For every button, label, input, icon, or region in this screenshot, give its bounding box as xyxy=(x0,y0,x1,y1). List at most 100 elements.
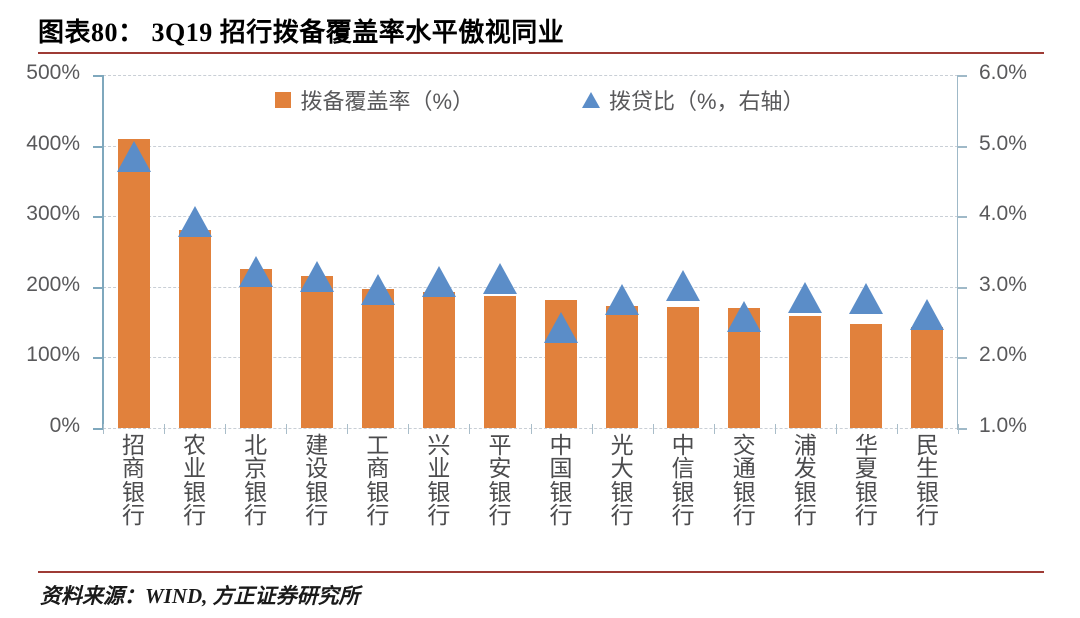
x-axis-label: 农业银行 xyxy=(183,432,207,529)
x-axis-label: 建设银行 xyxy=(305,432,329,529)
x-axis-separator xyxy=(164,424,166,434)
x-axis-separator xyxy=(408,424,410,434)
chart-column[interactable] xyxy=(347,75,408,428)
y-tick-left xyxy=(93,75,103,77)
x-axis-label: 浦发银行 xyxy=(793,432,817,529)
x-axis-label: 民生银行 xyxy=(915,432,939,529)
chart-column[interactable] xyxy=(653,75,714,428)
header-divider xyxy=(38,52,1044,54)
x-axis-separator xyxy=(896,424,898,434)
marker-provision-loan-ratio[interactable] xyxy=(482,263,517,295)
y-tick-left xyxy=(93,216,103,219)
x-axis-label: 中信银行 xyxy=(671,432,695,529)
x-axis-label: 招商银行 xyxy=(122,432,146,529)
marker-provision-loan-ratio[interactable] xyxy=(177,206,212,238)
chart-column[interactable] xyxy=(775,75,836,428)
bar-coverage-ratio[interactable] xyxy=(300,275,333,428)
marker-provision-loan-ratio[interactable] xyxy=(727,301,762,333)
marker-provision-loan-ratio[interactable] xyxy=(544,312,579,344)
bar-coverage-ratio[interactable] xyxy=(606,305,639,428)
marker-provision-loan-ratio[interactable] xyxy=(238,256,273,288)
marker-provision-loan-ratio[interactable] xyxy=(360,273,395,305)
bar-coverage-ratio[interactable] xyxy=(911,327,944,428)
y-tick-label-left: 200% xyxy=(26,272,80,296)
legend-label-coverage-ratio: 拨备覆盖率（%） xyxy=(300,89,474,114)
chart-series xyxy=(103,75,958,428)
x-axis-label: 交通银行 xyxy=(732,432,756,529)
bar-coverage-ratio[interactable] xyxy=(239,269,272,428)
chart-column[interactable] xyxy=(408,75,469,428)
gridline xyxy=(103,216,958,218)
chart-column[interactable] xyxy=(836,75,897,428)
y-tick-right xyxy=(957,357,967,360)
x-axis-separator xyxy=(286,424,288,434)
legend-item-coverage-ratio[interactable]: 拨备覆盖率（%） xyxy=(275,84,474,116)
chart-column[interactable] xyxy=(897,75,958,428)
x-axis-separator xyxy=(347,424,349,434)
marker-provision-loan-ratio[interactable] xyxy=(666,270,701,302)
square-marker-icon xyxy=(275,92,292,108)
chart-column[interactable] xyxy=(531,75,592,428)
x-axis-labels: 招商银行 农业银行 北京银行 建设银行 工商银行 兴业银行 平安银行 中国银行 光大银行 中信银行… xyxy=(103,424,959,562)
legend-label-provision-loan-ratio: 拨贷比（%，右轴） xyxy=(609,89,805,114)
x-axis-label: 平安银行 xyxy=(488,432,512,529)
x-axis-separator xyxy=(591,424,593,434)
x-axis-separator xyxy=(835,424,837,434)
y-tick-right xyxy=(957,145,967,148)
bar-coverage-ratio[interactable] xyxy=(789,316,822,428)
x-axis-separator xyxy=(713,424,715,434)
chart-column[interactable] xyxy=(103,75,164,428)
page-title: 图表80： 3Q19 招行拨备覆盖率水平傲视同业 xyxy=(38,18,565,47)
x-axis-separator xyxy=(225,424,227,434)
triangle-marker-icon xyxy=(582,92,600,108)
marker-provision-loan-ratio[interactable] xyxy=(116,141,151,173)
x-axis-label: 中国银行 xyxy=(549,432,573,529)
x-axis-label: 工商银行 xyxy=(366,432,390,529)
x-axis-label: 北京银行 xyxy=(244,432,268,529)
marker-provision-loan-ratio[interactable] xyxy=(788,281,823,313)
y-tick-label-left: 300% xyxy=(26,202,80,226)
y-tick-right xyxy=(957,428,967,430)
bar-coverage-ratio[interactable] xyxy=(850,323,883,428)
marker-provision-loan-ratio[interactable] xyxy=(299,261,334,293)
marker-provision-loan-ratio[interactable] xyxy=(421,266,456,298)
chart-canvas: 拨备覆盖率（%） 拨贷比（%，右轴） 500% 400% 300% 200% 100% 0… xyxy=(0,56,1080,566)
legend-item-provision-loan-ratio[interactable]: 拨贷比（%，右轴） xyxy=(582,84,805,116)
source-note: 资料来源：WIND, 方正证券研究所 xyxy=(40,584,360,608)
y-tick-right xyxy=(957,75,967,77)
bar-coverage-ratio[interactable] xyxy=(361,288,394,428)
y-tick-label-left: 400% xyxy=(26,131,80,155)
gridline xyxy=(103,357,958,359)
marker-provision-loan-ratio[interactable] xyxy=(605,283,640,315)
chart-column[interactable] xyxy=(469,75,530,428)
x-axis-label: 光大银行 xyxy=(610,432,634,529)
y-tick-label-right: 3.0% xyxy=(979,272,1027,296)
y-axis-right xyxy=(957,75,958,428)
gridline xyxy=(103,145,958,147)
chart-column[interactable] xyxy=(286,75,347,428)
bar-coverage-ratio[interactable] xyxy=(667,306,700,428)
bar-coverage-ratio[interactable] xyxy=(117,139,150,428)
y-tick-label-right: 2.0% xyxy=(979,343,1027,367)
y-tick-left xyxy=(93,428,103,430)
chart-legend: 拨备覆盖率（%） 拨贷比（%，右轴） xyxy=(0,84,1080,116)
chart-column[interactable] xyxy=(164,75,225,428)
x-axis-separator xyxy=(958,424,959,434)
y-tick-right xyxy=(957,216,967,219)
chart-column[interactable] xyxy=(714,75,775,428)
x-axis-separator xyxy=(103,424,104,434)
chart-column[interactable] xyxy=(225,75,286,428)
y-tick-label-left: 100% xyxy=(26,343,80,367)
x-axis-separator xyxy=(652,424,654,434)
bar-coverage-ratio[interactable] xyxy=(178,230,211,428)
footer-divider xyxy=(38,571,1044,573)
chart-header: 图表80： 3Q19 招行拨备覆盖率水平傲视同业 xyxy=(38,8,1042,54)
y-tick-left xyxy=(93,286,103,289)
y-tick-right xyxy=(957,286,967,289)
y-tick-label-right: 5.0% xyxy=(979,131,1027,155)
marker-provision-loan-ratio[interactable] xyxy=(910,298,945,330)
bar-coverage-ratio[interactable] xyxy=(422,292,455,428)
marker-provision-loan-ratio[interactable] xyxy=(849,283,884,315)
chart-column[interactable] xyxy=(592,75,653,428)
bar-coverage-ratio[interactable] xyxy=(483,295,516,428)
